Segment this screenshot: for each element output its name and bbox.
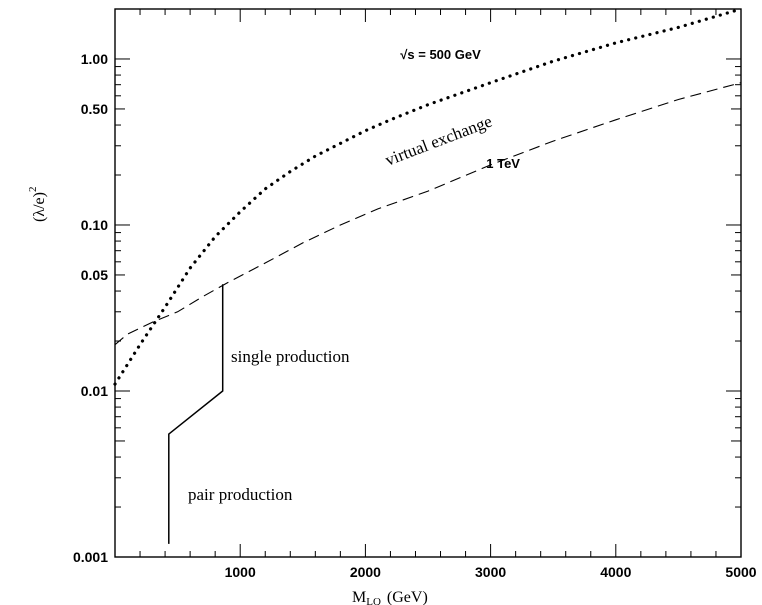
x-tick-label: 4000 xyxy=(600,564,631,580)
y-axis-title: (λ/e)2 xyxy=(27,187,48,222)
x-axis-title-sub: LQ xyxy=(366,596,381,605)
series-line-solid xyxy=(168,284,224,544)
axes xyxy=(114,8,742,558)
annotation-virtual-exchange: virtual exchange xyxy=(382,112,494,170)
series-lines xyxy=(113,7,743,544)
x-tick-label: 2000 xyxy=(350,564,381,580)
x-axis-title-units: (GeV) xyxy=(387,589,428,605)
annotation-single-production: single production xyxy=(231,347,350,366)
y-tick-label: 0.10 xyxy=(81,217,108,233)
x-axis-title: MLQ (GeV) xyxy=(352,589,428,605)
series-line-dashed xyxy=(114,82,742,346)
y-tick-label: 0.05 xyxy=(81,267,108,283)
ticks: 1000 2000 3000 4000 5000 0.001 0.01 0.05 0.10 0.5… xyxy=(73,8,757,580)
x-tick-label: 3000 xyxy=(475,564,506,580)
x-tick-label: 5000 xyxy=(725,564,756,580)
x-tick-label: 1000 xyxy=(225,564,256,580)
y-axis-title-main: (λ/e) xyxy=(31,192,48,222)
plot-frame xyxy=(114,8,742,558)
y-tick-label: 1.00 xyxy=(81,51,108,67)
series-line-dotted xyxy=(113,7,743,386)
annotation-energy-500: √s = 500 GeV xyxy=(400,47,481,62)
y-tick-label: 0.001 xyxy=(73,549,108,565)
y-tick-label: 0.01 xyxy=(81,383,108,399)
annotation-pair-production: pair production xyxy=(188,485,293,504)
y-axis-title-sup: 2 xyxy=(27,187,39,193)
y-tick-label: 0.50 xyxy=(81,101,108,117)
x-axis-title-main: M xyxy=(352,589,366,605)
annotation-energy-1tev: 1 TeV xyxy=(486,156,520,171)
